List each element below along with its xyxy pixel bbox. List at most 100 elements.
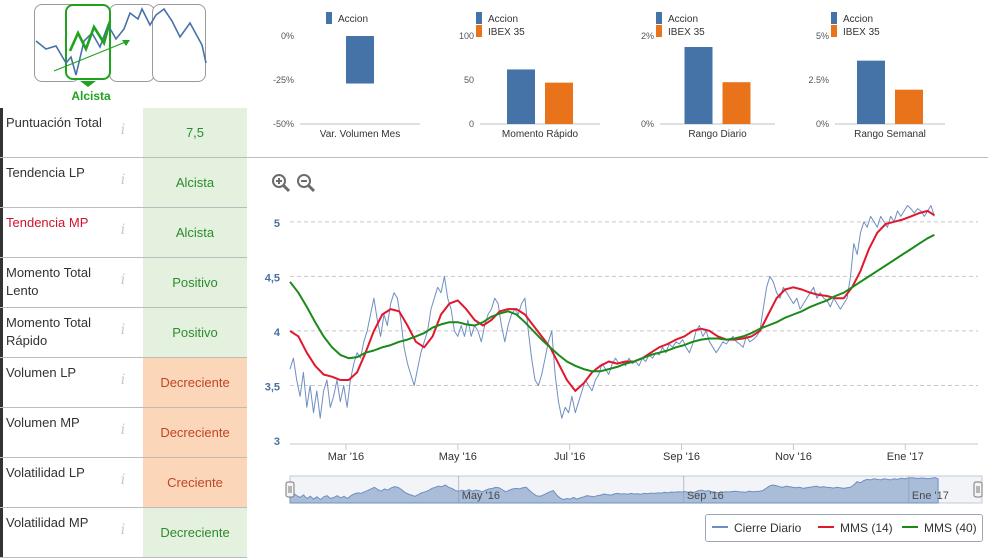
indicator-label: Tendencia MP xyxy=(6,215,89,230)
legend-swatch xyxy=(831,25,837,37)
legend-entry[interactable]: Accion xyxy=(656,12,705,25)
indicator-label: Volatilidad LP xyxy=(6,465,85,480)
bar-accion[interactable] xyxy=(857,60,885,124)
bar-accion[interactable] xyxy=(346,36,374,84)
indicator-value: Decreciente xyxy=(143,408,247,457)
info-icon[interactable]: i xyxy=(120,222,126,238)
mini-legend: Accion IBEX 35 xyxy=(831,12,888,38)
legend-label: MMS (14) xyxy=(840,521,893,535)
mini-chart-svg: 5% 2.5% 0% Rango Semanal xyxy=(808,31,945,140)
trend-label: Alcista xyxy=(71,89,111,103)
info-icon[interactable]: i xyxy=(120,272,126,288)
info-icon[interactable]: i xyxy=(120,472,126,488)
handle-body xyxy=(973,481,983,498)
y-tick-label: -50% xyxy=(273,119,294,129)
indicator-label: Volumen LP xyxy=(6,365,77,380)
indicator-row[interactable]: Volatilidad MP i Decreciente xyxy=(0,508,247,558)
row-marker xyxy=(0,458,3,507)
row-marker xyxy=(0,308,3,357)
legend-entry[interactable]: Accion xyxy=(326,12,368,25)
info-icon[interactable]: i xyxy=(120,122,126,138)
bar-ibex-35[interactable] xyxy=(722,82,751,124)
legend-line xyxy=(712,526,728,528)
legend-swatch xyxy=(656,25,662,37)
indicator-value: Alcista xyxy=(143,158,247,207)
legend-entry[interactable]: IBEX 35 xyxy=(476,25,525,38)
indicator-label: Tendencia LP xyxy=(6,165,85,180)
zoom-out-icon[interactable] xyxy=(297,174,316,193)
legend-entry[interactable]: IBEX 35 xyxy=(831,25,880,38)
legend-entry[interactable]: IBEX 35 xyxy=(656,25,705,38)
y-tick-label: 100 xyxy=(459,31,474,41)
x-tick-label: Jul '16 xyxy=(554,451,585,463)
info-icon[interactable]: i xyxy=(120,522,126,538)
navigator-handle-left[interactable] xyxy=(285,481,295,498)
legend-swatch xyxy=(831,12,837,24)
zoom-in-icon[interactable] xyxy=(272,174,291,193)
indicator-row[interactable]: Momento Total Rápido i Positivo xyxy=(0,308,247,358)
mini-chart-daily-range: 2% 0% Rango Diario Accion IBEX 35 xyxy=(610,0,785,150)
indicator-row[interactable]: Volumen LP i Decreciente xyxy=(0,358,247,408)
navigator-label: Sep '16 xyxy=(687,490,724,502)
info-icon[interactable]: i xyxy=(120,172,126,188)
legend-item[interactable]: Cierre Diario xyxy=(712,521,801,535)
legend-item[interactable]: MMS (40) xyxy=(902,521,977,535)
y-tick-label: 4 xyxy=(274,327,281,339)
trend-option-strong[interactable] xyxy=(152,4,206,82)
mini-legend: Accion IBEX 35 xyxy=(656,12,713,38)
row-marker xyxy=(0,408,3,457)
legend-entry[interactable]: Accion xyxy=(476,12,525,25)
mini-chart-title: Var. Volumen Mes xyxy=(320,129,400,140)
indicator-label: Volatilidad MP xyxy=(6,515,89,530)
mini-chart-title: Rango Diario xyxy=(688,129,747,140)
row-marker xyxy=(0,358,3,407)
legend-swatch xyxy=(476,25,482,37)
trend-selector: Alcista xyxy=(34,3,209,105)
bar-accion[interactable] xyxy=(507,69,535,124)
indicator-value: Positivo xyxy=(143,308,247,357)
trend-sparkline-icon xyxy=(35,7,207,87)
info-icon[interactable]: i xyxy=(120,422,126,438)
indicator-row[interactable]: Puntuación Total i 7,5 xyxy=(0,108,247,158)
mini-chart-title: Momento Rápido xyxy=(502,129,579,140)
legend-item[interactable]: MMS (14) xyxy=(818,521,893,535)
row-marker xyxy=(0,108,3,157)
indicator-value: Alcista xyxy=(143,208,247,257)
mini-chart-fast-momentum: 100 50 0 Momento Rápido Accion IBEX 35 xyxy=(430,0,610,150)
y-tick-label: 2.5% xyxy=(808,75,829,85)
zoom-out-lens xyxy=(297,174,311,188)
y-tick-label: 5% xyxy=(816,31,829,41)
section-divider xyxy=(247,157,988,158)
series-mms-40-[interactable] xyxy=(289,234,935,373)
indicator-row[interactable]: Tendencia MP i Alcista xyxy=(0,208,247,258)
series-mms-14-[interactable] xyxy=(289,209,935,392)
indicator-value: Decreciente xyxy=(143,358,247,407)
indicator-row[interactable]: Tendencia LP i Alcista xyxy=(0,158,247,208)
mini-legend: Accion IBEX 35 xyxy=(476,12,533,38)
y-tick-label: 0% xyxy=(281,31,294,41)
y-tick-label: -25% xyxy=(273,75,294,85)
bar-accion[interactable] xyxy=(684,47,713,124)
y-tick-label: 3 xyxy=(274,436,280,448)
zoom-out-handle xyxy=(306,183,316,193)
indicator-row[interactable]: Volatilidad LP i Creciente xyxy=(0,458,247,508)
legend-swatch xyxy=(656,12,662,24)
mini-chart-svg: 0% -25% -50% Var. Volumen Mes xyxy=(273,31,420,140)
legend-label: Accion xyxy=(488,14,519,25)
info-icon[interactable]: i xyxy=(120,322,126,338)
handle-body xyxy=(285,481,295,498)
indicator-row[interactable]: Momento Total Lento i Positivo xyxy=(0,258,247,308)
indicator-row[interactable]: Volumen MP i Decreciente xyxy=(0,408,247,458)
mini-chart-title: Rango Semanal xyxy=(854,129,926,140)
y-tick-label: 3,5 xyxy=(265,381,280,393)
bar-ibex-35[interactable] xyxy=(545,82,573,124)
info-icon[interactable]: i xyxy=(120,372,126,388)
x-tick-label: Sep '16 xyxy=(663,451,700,463)
bar-ibex-35[interactable] xyxy=(895,89,923,124)
navigator-series xyxy=(289,477,939,504)
navigator-handle-right[interactable] xyxy=(973,481,983,498)
y-tick-label: 2% xyxy=(641,31,654,41)
legend-entry[interactable]: Accion xyxy=(831,12,880,25)
mini-chart-volume: 0% -25% -50% Var. Volumen Mes Accion xyxy=(250,0,430,150)
